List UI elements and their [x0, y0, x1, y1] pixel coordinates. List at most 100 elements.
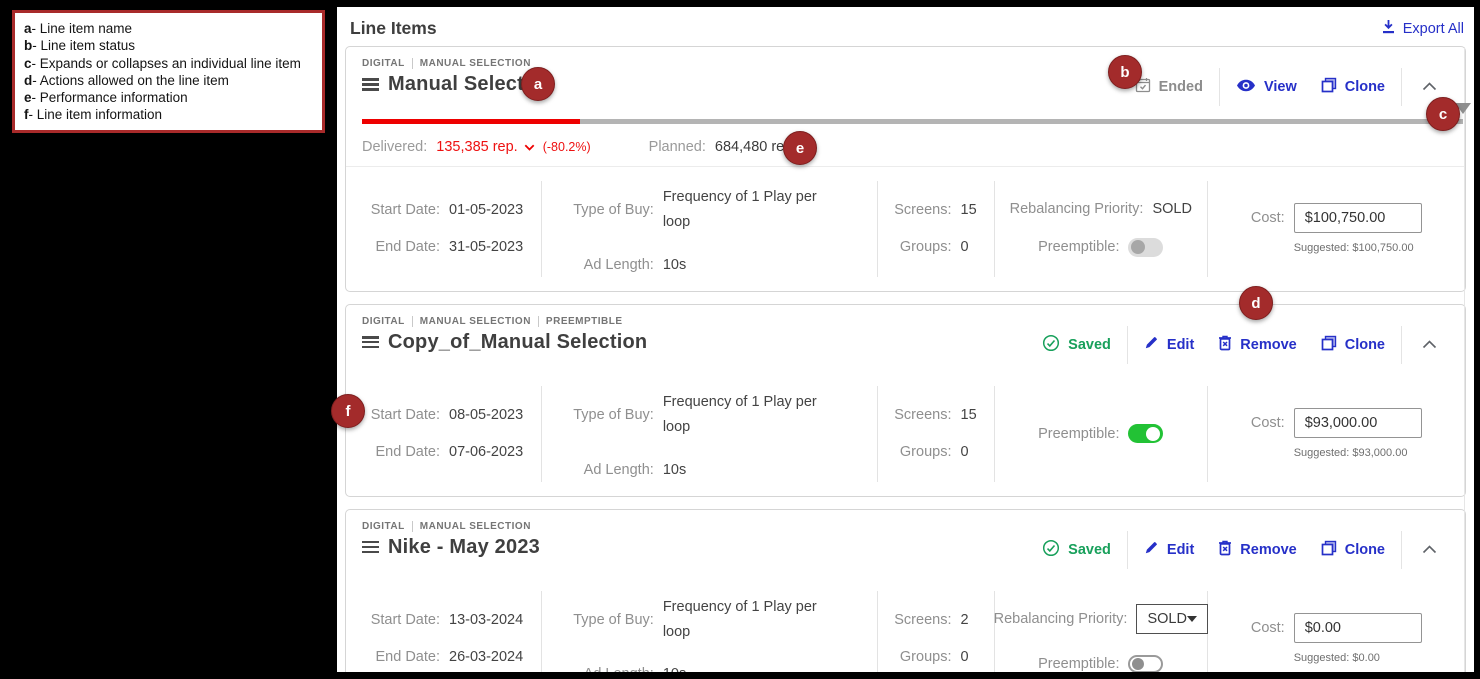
scrollbar-track[interactable]	[1464, 47, 1465, 672]
pencil-icon	[1144, 540, 1159, 559]
cost-label: Cost:	[1250, 415, 1285, 432]
remove-button[interactable]: Remove	[1218, 540, 1297, 560]
legend-text: Line item information	[36, 107, 163, 123]
line-item-name: Manual Selection	[388, 73, 555, 95]
divider	[537, 315, 539, 327]
caret-down-icon	[1186, 615, 1197, 622]
divider	[1401, 530, 1402, 569]
collapse-button[interactable]	[1422, 79, 1437, 95]
export-all-button[interactable]: Export All	[1381, 19, 1464, 38]
type-of-buy-value: Frequency of 1 Play per loop	[662, 598, 817, 640]
cost-label: Cost:	[1250, 210, 1285, 227]
chevron-down-icon[interactable]	[524, 139, 535, 155]
trash-icon	[1218, 540, 1232, 560]
delivered-delta: (-80.2%)	[542, 140, 591, 154]
legend-letter: a	[24, 21, 32, 36]
line-item-identity: DIGITAL MANUAL SELECTION Manual Selectio…	[362, 58, 555, 96]
clone-icon	[1321, 335, 1337, 355]
clone-label: Clone	[1344, 541, 1385, 558]
collapse-button[interactable]	[1422, 337, 1437, 353]
delivered-label: Delivered:	[362, 139, 428, 155]
screens-label: Screens:	[894, 407, 952, 424]
drag-handle-icon[interactable]	[362, 336, 379, 349]
annotation-badge-c: c	[1426, 97, 1460, 131]
tag-manual-selection: MANUAL SELECTION	[419, 520, 531, 532]
legend-letter: f	[24, 107, 29, 123]
line-item-name: Copy_of_Manual Selection	[388, 330, 648, 353]
tag-manual-selection: MANUAL SELECTION	[419, 315, 531, 327]
line-item-tags: DIGITAL MANUAL SELECTION	[362, 520, 540, 532]
cost-input[interactable]	[1293, 203, 1422, 234]
remove-button[interactable]: Remove	[1218, 335, 1297, 355]
divider	[1126, 325, 1128, 364]
type-of-buy-label: Type of Buy:	[573, 202, 654, 219]
line-items-panel: Line Items Export All DIGITAL MANUAL SEL…	[337, 7, 1474, 672]
chevron-up-icon	[1422, 79, 1437, 95]
legend-item: b- Line item status	[24, 38, 136, 54]
remove-label: Remove	[1240, 541, 1297, 558]
groups-label: Groups:	[899, 239, 952, 256]
annotation-badge-e: e	[783, 131, 817, 165]
ad-length-value: 10s	[663, 666, 686, 672]
screens-value: 2	[960, 611, 969, 628]
legend-item: f- Line item information	[24, 107, 163, 123]
divider	[411, 315, 413, 327]
download-icon	[1381, 19, 1396, 38]
legend-letter: e	[24, 90, 32, 106]
tag-preemptible: PREEMPTIBLE	[545, 315, 623, 327]
end-date-value: 26-03-2024	[449, 648, 524, 665]
legend-text: Actions allowed on the line item	[39, 72, 229, 88]
start-date-label: Start Date:	[370, 611, 440, 628]
status-badge: Saved	[1042, 539, 1111, 561]
preemptible-toggle[interactable]	[1128, 424, 1164, 444]
panel-header: Line Items Export All	[337, 7, 1474, 46]
tag-digital: DIGITAL	[362, 315, 405, 327]
end-date-label: End Date:	[375, 648, 441, 665]
page-title: Line Items	[350, 18, 437, 38]
rebalancing-priority-label: Rebalancing Priority:	[1009, 200, 1144, 217]
divider	[1218, 68, 1220, 106]
scroll-down-arrow-icon[interactable]	[1455, 103, 1471, 114]
chevron-up-icon	[1422, 337, 1437, 353]
legend-item: d- Actions allowed on the line item	[24, 72, 229, 88]
ad-length-label: Ad Length:	[583, 256, 654, 273]
legend-text: Performance information	[39, 90, 188, 106]
legend-letter: c	[24, 55, 32, 71]
drag-handle-icon[interactable]	[362, 540, 379, 554]
divider	[1401, 68, 1402, 106]
preemptible-label: Preemptible:	[1038, 425, 1120, 442]
suggested-cost: Suggested: $100,750.00	[1293, 242, 1414, 255]
tag-digital: DIGITAL	[362, 520, 405, 532]
status-label: Ended	[1158, 79, 1203, 95]
line-item-card-manual-selection: DIGITAL MANUAL SELECTION Manual Selectio…	[345, 46, 1466, 292]
cost-input[interactable]	[1293, 612, 1422, 643]
clone-button[interactable]: Clone	[1321, 77, 1385, 97]
preemptible-toggle[interactable]	[1128, 654, 1164, 672]
edit-button[interactable]: Edit	[1144, 335, 1194, 354]
drag-handle-icon[interactable]	[362, 78, 379, 91]
annotation-badge-a: a	[521, 67, 555, 101]
cost-input[interactable]	[1293, 408, 1422, 439]
view-button[interactable]: View	[1236, 79, 1297, 96]
type-of-buy-label: Type of Buy:	[573, 407, 654, 424]
type-of-buy-value: Frequency of 1 Play per loop	[662, 393, 817, 436]
end-date-value: 07-06-2023	[449, 444, 524, 461]
collapse-button[interactable]	[1422, 542, 1437, 558]
clone-button[interactable]: Clone	[1321, 335, 1385, 355]
remove-label: Remove	[1240, 336, 1297, 353]
clone-button[interactable]: Clone	[1321, 540, 1385, 560]
status-label: Saved	[1068, 336, 1111, 353]
groups-label: Groups:	[899, 444, 952, 461]
line-item-actions: Saved Edit Remove Clone	[1030, 530, 1451, 569]
legend-letter: d	[24, 72, 33, 88]
preemptible-toggle[interactable]	[1128, 237, 1164, 257]
groups-value: 0	[960, 239, 969, 256]
edit-button[interactable]: Edit	[1144, 540, 1194, 559]
eye-icon	[1236, 79, 1256, 96]
tag-manual-selection: MANUAL SELECTION	[419, 58, 531, 69]
groups-value: 0	[960, 444, 969, 461]
rebalancing-priority-select[interactable]: SOLD	[1136, 603, 1208, 634]
screens-value: 15	[960, 202, 977, 219]
status-label: Saved	[1068, 541, 1111, 558]
annotation-badge-b: b	[1108, 55, 1142, 89]
